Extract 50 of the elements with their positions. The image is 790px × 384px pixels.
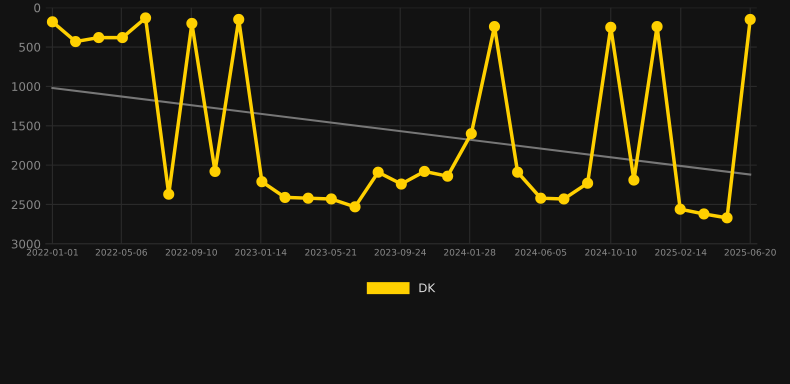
point bbox=[488, 21, 500, 32]
point bbox=[140, 12, 152, 24]
point bbox=[70, 36, 82, 48]
point bbox=[326, 193, 337, 205]
y-tick-label: 500 bbox=[19, 42, 40, 52]
point bbox=[233, 14, 244, 26]
x-tick-label: 2022-01-01 bbox=[26, 248, 78, 256]
point bbox=[256, 176, 268, 188]
point bbox=[279, 192, 291, 203]
x-tick-label: 2023-01-14 bbox=[235, 248, 286, 256]
point bbox=[466, 128, 477, 140]
x-tick-label: 2025-02-14 bbox=[655, 248, 706, 256]
point bbox=[396, 178, 407, 190]
point bbox=[46, 16, 58, 28]
y-tick-label: 2500 bbox=[12, 200, 40, 210]
y-tick-label: 3000 bbox=[12, 240, 40, 248]
x-tick-label: 2022-05-06 bbox=[96, 248, 147, 256]
x-tick-label: 2025-06-20 bbox=[724, 248, 776, 256]
point bbox=[418, 166, 430, 177]
point bbox=[582, 178, 594, 189]
y-tick-label: 0 bbox=[34, 3, 40, 12]
point bbox=[744, 14, 756, 26]
point bbox=[349, 201, 361, 212]
x-tick-label: 2024-01-28 bbox=[444, 248, 496, 256]
point bbox=[116, 32, 128, 44]
point bbox=[558, 193, 570, 205]
point bbox=[442, 170, 454, 182]
y-tick-label: 1500 bbox=[12, 121, 40, 130]
x-tick-label: 2022-09-10 bbox=[166, 248, 217, 256]
point bbox=[652, 21, 663, 32]
point bbox=[722, 212, 733, 224]
x-tick-label: 2024-06-05 bbox=[515, 248, 566, 256]
x-tick-label: 2023-09-24 bbox=[374, 248, 426, 256]
point bbox=[674, 204, 686, 215]
y-tick-label: 2000 bbox=[12, 160, 40, 170]
x-tick-label: 2023-05-21 bbox=[305, 248, 356, 256]
legend-label: DK bbox=[419, 284, 436, 292]
point bbox=[372, 166, 384, 178]
point bbox=[186, 18, 198, 29]
point bbox=[93, 32, 104, 44]
point bbox=[209, 166, 221, 177]
point bbox=[628, 174, 640, 186]
x-tick-label: 2024-10-10 bbox=[585, 248, 636, 256]
point bbox=[535, 192, 546, 204]
point bbox=[512, 166, 524, 178]
y-tick-label: 1000 bbox=[12, 82, 40, 92]
point bbox=[163, 188, 174, 200]
point bbox=[698, 208, 710, 220]
point bbox=[605, 22, 616, 33]
point bbox=[302, 192, 314, 204]
